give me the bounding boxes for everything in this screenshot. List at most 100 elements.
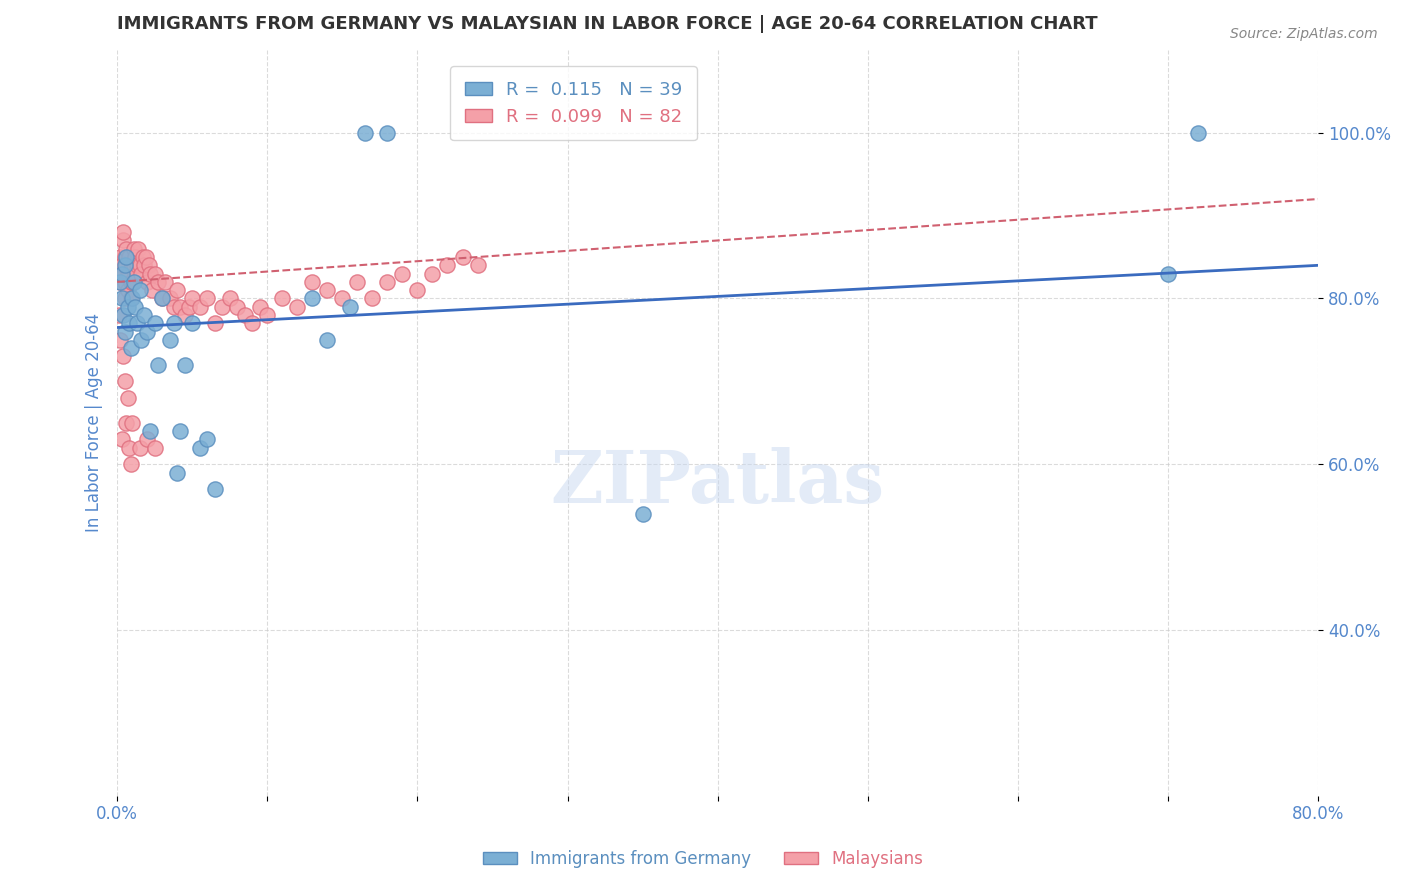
Point	[155, 275, 177, 289]
Point	[120, 341, 142, 355]
Point	[111, 258, 134, 272]
Point	[121, 275, 143, 289]
Point	[249, 300, 271, 314]
Point	[129, 267, 152, 281]
Y-axis label: In Labor Force | Age 20-64: In Labor Force | Age 20-64	[86, 313, 103, 533]
Point	[114, 250, 136, 264]
Point	[114, 275, 136, 289]
Point	[169, 424, 191, 438]
Point	[204, 316, 226, 330]
Point	[226, 300, 249, 314]
Point	[121, 416, 143, 430]
Point	[120, 292, 142, 306]
Point	[111, 267, 134, 281]
Point	[163, 316, 186, 330]
Point	[150, 292, 173, 306]
Point	[436, 258, 458, 272]
Point	[1157, 267, 1180, 281]
Point	[166, 466, 188, 480]
Point	[125, 258, 148, 272]
Point	[361, 292, 384, 306]
Point	[114, 325, 136, 339]
Point	[117, 300, 139, 314]
Point	[127, 242, 149, 256]
Point	[111, 433, 134, 447]
Point	[121, 258, 143, 272]
Point	[108, 275, 131, 289]
Point	[138, 258, 160, 272]
Point	[112, 234, 135, 248]
Point	[122, 258, 145, 272]
Text: Source: ZipAtlas.com: Source: ZipAtlas.com	[1230, 27, 1378, 41]
Point	[233, 308, 256, 322]
Point	[111, 292, 134, 306]
Point	[377, 275, 399, 289]
Point	[136, 433, 159, 447]
Point	[128, 441, 150, 455]
Point	[159, 333, 181, 347]
Point	[422, 267, 444, 281]
Point	[112, 350, 135, 364]
Point	[118, 267, 141, 281]
Point	[135, 250, 157, 264]
Point	[139, 424, 162, 438]
Point	[285, 300, 308, 314]
Text: ZIPatlas: ZIPatlas	[551, 447, 884, 518]
Point	[204, 482, 226, 496]
Point	[163, 300, 186, 314]
Point	[301, 275, 323, 289]
Point	[141, 283, 163, 297]
Point	[377, 126, 399, 140]
Point	[108, 250, 131, 264]
Point	[120, 275, 142, 289]
Point	[122, 242, 145, 256]
Point	[316, 333, 339, 347]
Point	[134, 258, 156, 272]
Point	[169, 300, 191, 314]
Point	[139, 267, 162, 281]
Point	[332, 292, 354, 306]
Point	[339, 300, 361, 314]
Point	[112, 308, 135, 322]
Point	[143, 441, 166, 455]
Point	[181, 292, 204, 306]
Point	[631, 507, 654, 521]
Point	[179, 300, 201, 314]
Point	[143, 316, 166, 330]
Text: IMMIGRANTS FROM GERMANY VS MALAYSIAN IN LABOR FORCE | AGE 20-64 CORRELATION CHAR: IMMIGRANTS FROM GERMANY VS MALAYSIAN IN …	[117, 15, 1098, 33]
Point	[121, 292, 143, 306]
Point	[316, 283, 339, 297]
Point	[159, 292, 181, 306]
Legend: Immigrants from Germany, Malaysians: Immigrants from Germany, Malaysians	[477, 844, 929, 875]
Point	[301, 292, 323, 306]
Point	[134, 308, 156, 322]
Point	[124, 267, 146, 281]
Point	[108, 333, 131, 347]
Point	[188, 441, 211, 455]
Point	[111, 267, 134, 281]
Point	[115, 250, 138, 264]
Point	[143, 267, 166, 281]
Point	[125, 316, 148, 330]
Point	[146, 358, 169, 372]
Point	[124, 250, 146, 264]
Point	[118, 441, 141, 455]
Point	[115, 416, 138, 430]
Point	[117, 283, 139, 297]
Point	[132, 250, 155, 264]
Point	[122, 275, 145, 289]
Point	[1187, 126, 1209, 140]
Point	[391, 267, 413, 281]
Point	[354, 126, 377, 140]
Point	[115, 242, 138, 256]
Point	[120, 457, 142, 471]
Point	[128, 283, 150, 297]
Point	[181, 316, 204, 330]
Point	[107, 267, 129, 281]
Point	[256, 308, 278, 322]
Point	[211, 300, 233, 314]
Point	[114, 375, 136, 389]
Point	[108, 275, 131, 289]
Point	[150, 292, 173, 306]
Point	[406, 283, 429, 297]
